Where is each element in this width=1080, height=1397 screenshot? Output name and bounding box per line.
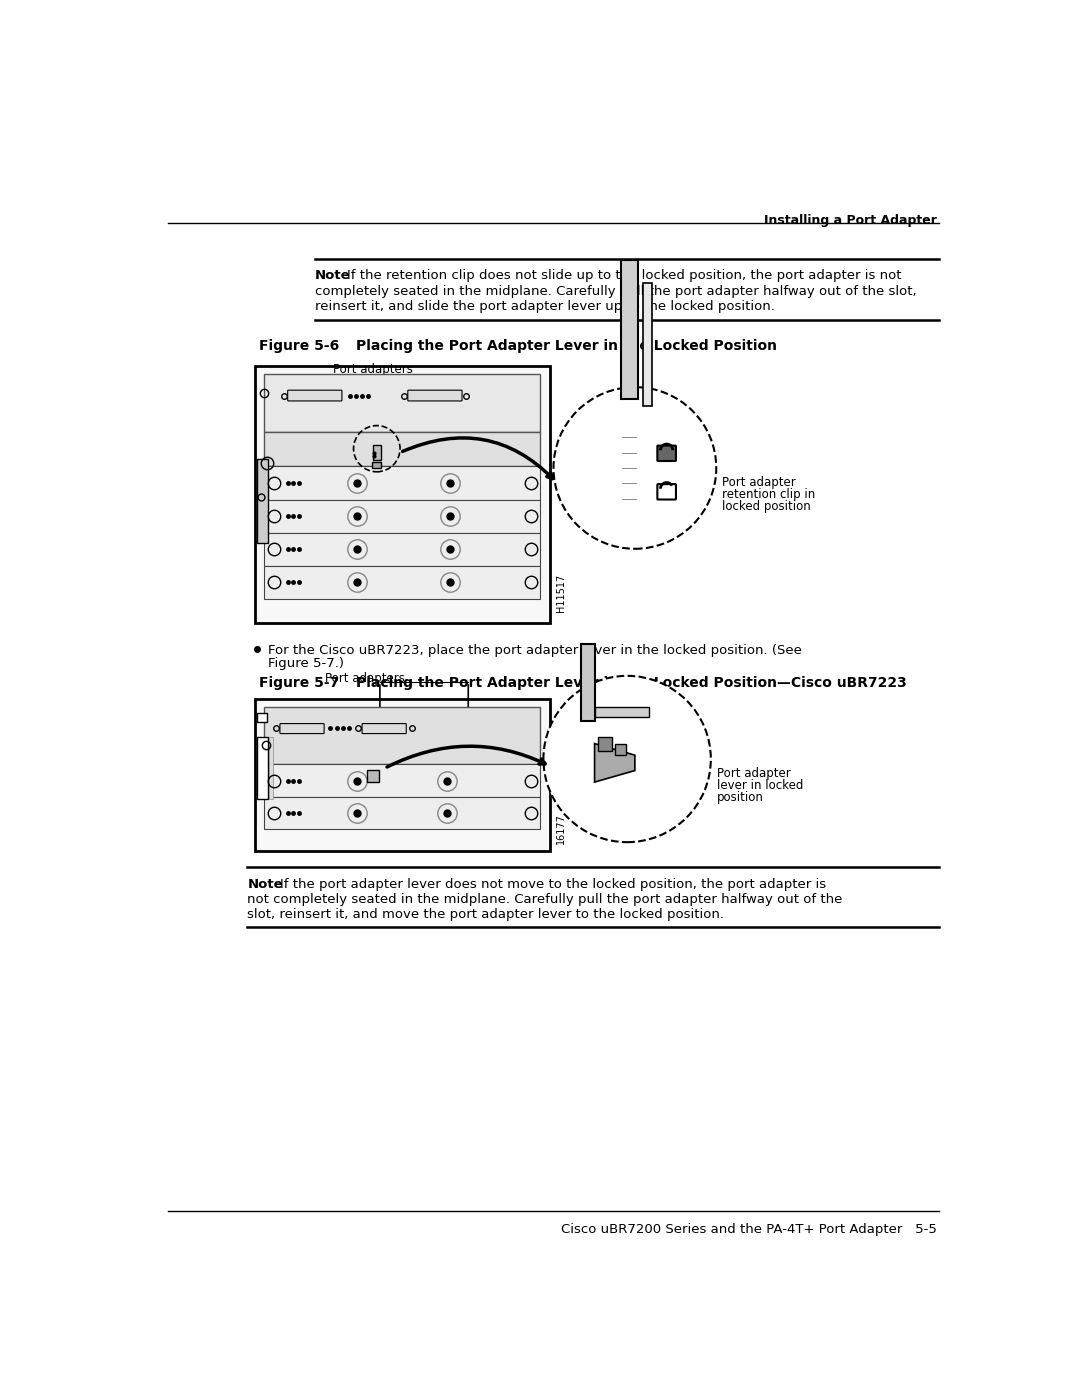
Bar (255, 366, 550, 623)
Text: locked position: locked position (723, 500, 811, 513)
Text: Placing the Port Adapter Lever in the Locked Position: Placing the Port Adapter Lever in the Lo… (356, 338, 777, 352)
Bar (265, 532, 540, 566)
Bar (265, 796, 540, 828)
Bar (595, 707, 649, 717)
Bar (621, 260, 638, 398)
FancyBboxPatch shape (658, 485, 676, 500)
Text: If the retention clip does not slide up to the locked position, the port adapter: If the retention clip does not slide up … (348, 270, 902, 282)
Text: For the Cisco uBR7223, place the port adapter lever in the locked position. (See: For the Cisco uBR7223, place the port ad… (268, 644, 802, 657)
Bar (265, 566, 540, 599)
Bar (265, 500, 540, 532)
Bar (255, 698, 550, 851)
Text: Port adapter: Port adapter (717, 767, 791, 780)
FancyBboxPatch shape (658, 446, 676, 461)
Text: slot, reinsert it, and move the port adapter lever to the locked position.: slot, reinsert it, and move the port ada… (247, 908, 725, 922)
Bar (615, 745, 625, 756)
Bar (269, 738, 273, 799)
Text: If the port adapter lever does not move to the locked position, the port adapter: If the port adapter lever does not move … (280, 877, 826, 890)
Text: reinsert it, and slide the port adapter lever up to the locked position.: reinsert it, and slide the port adapter … (314, 300, 774, 313)
Polygon shape (595, 743, 635, 782)
Text: Figure 5-6: Figure 5-6 (259, 338, 339, 352)
Circle shape (543, 676, 711, 842)
Text: completely seated in the midplane. Carefully pull the port adapter halfway out o: completely seated in the midplane. Caref… (314, 285, 917, 298)
Text: Port adapter: Port adapter (723, 475, 796, 489)
Text: Figure 5-7.): Figure 5-7.) (268, 658, 345, 671)
Bar (265, 707, 540, 764)
Bar (265, 374, 540, 432)
Text: retention clip in: retention clip in (723, 488, 815, 502)
Bar (257, 712, 267, 722)
Text: Port adapters: Port adapters (325, 672, 405, 685)
FancyBboxPatch shape (362, 724, 406, 733)
Bar (643, 284, 652, 407)
Text: H11517: H11517 (556, 574, 566, 612)
Bar (265, 467, 540, 500)
Bar (597, 738, 611, 752)
Bar (265, 432, 540, 467)
Bar (367, 770, 379, 782)
Bar (581, 644, 595, 721)
Bar (265, 764, 540, 796)
FancyBboxPatch shape (408, 390, 462, 401)
Circle shape (554, 387, 716, 549)
Text: Placing the Port Adapter Lever in the Locked Position—Cisco uBR7223: Placing the Port Adapter Lever in the Lo… (356, 676, 906, 690)
Text: Installing a Port Adapter: Installing a Port Adapter (765, 214, 937, 226)
Text: Port adapters: Port adapters (334, 363, 414, 376)
Text: Figure 5-7: Figure 5-7 (259, 676, 339, 690)
FancyBboxPatch shape (280, 724, 324, 733)
Bar (257, 738, 268, 799)
Text: Note: Note (314, 270, 350, 282)
Bar (373, 444, 380, 460)
Bar (373, 462, 381, 468)
Text: Note: Note (247, 877, 283, 890)
FancyBboxPatch shape (287, 390, 342, 401)
Bar (257, 458, 268, 543)
Text: lever in locked: lever in locked (717, 780, 804, 792)
Text: 16177: 16177 (556, 813, 566, 844)
Text: not completely seated in the midplane. Carefully pull the port adapter halfway o: not completely seated in the midplane. C… (247, 893, 842, 907)
Text: Cisco uBR7200 Series and the PA-4T+ Port Adapter   5-5: Cisco uBR7200 Series and the PA-4T+ Port… (562, 1222, 937, 1235)
Text: position: position (717, 791, 764, 805)
